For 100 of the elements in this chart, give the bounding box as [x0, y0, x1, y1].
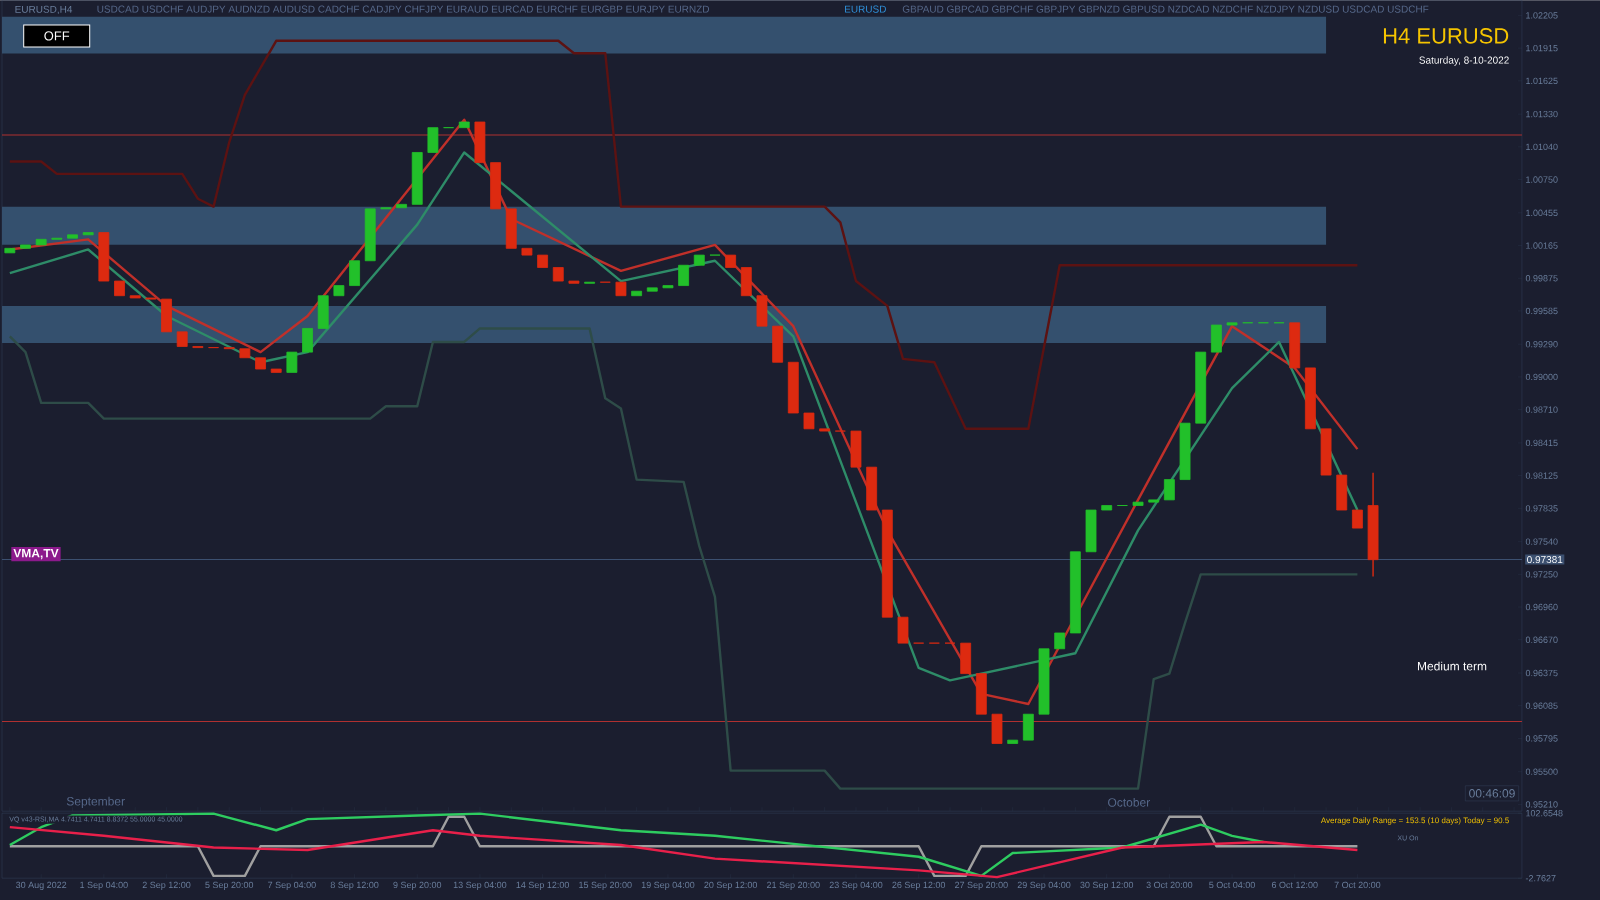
y-tick-label: 102.6548: [1526, 809, 1563, 817]
y-tick-label: 0.95795: [1525, 735, 1558, 742]
annotation: Average Daily Range = 153.5 (10 days) Today = 90.5: [1320, 817, 1509, 825]
y-tick-label: 0.96375: [1525, 669, 1558, 677]
candlestick: [975, 673, 987, 715]
y-tick-label: 1.00750: [1526, 176, 1558, 183]
candlestick: [411, 151, 423, 205]
candlestick: [1179, 422, 1191, 480]
candlestick: [490, 162, 501, 210]
candlestick: [1351, 509, 1363, 529]
candlestick: [286, 351, 298, 373]
x-tick-label: 8 Sep 12:00: [330, 881, 379, 890]
x-tick-label: 30 Sep 12:00: [1080, 881, 1134, 890]
y-tick-label: 0.95500: [1525, 768, 1558, 775]
y-tick-label: 0.99290: [1525, 340, 1558, 348]
x-tick-label: 21 Sep 20:00: [766, 881, 820, 890]
candlestick: [458, 121, 470, 128]
y-tick-label: 0.97540: [1525, 538, 1558, 545]
candlestick: [67, 234, 78, 239]
annotation: EURUSD,H4: [15, 5, 73, 14]
candlestick: [772, 325, 784, 363]
candlestick: [1289, 322, 1301, 369]
candlestick: [505, 208, 517, 249]
y-tick-label: 0.96670: [1525, 636, 1558, 643]
candlestick: [364, 208, 376, 262]
candlestick: [819, 428, 831, 432]
y-tick-label: 0.95210: [1525, 801, 1558, 808]
candlestick: [317, 295, 329, 329]
y-tick-label: 1.02205: [1526, 12, 1558, 19]
candlestick: [145, 297, 157, 300]
x-tick-label: 5 Oct 04:00: [1209, 881, 1255, 889]
candlestick: [380, 207, 392, 210]
y-tick-label: 1.00165: [1526, 242, 1558, 249]
y-tick-label: 1.01915: [1526, 44, 1558, 52]
candlestick: [82, 232, 94, 236]
candlestick: [396, 203, 407, 209]
x-tick-label: 29 Sep 04:00: [1017, 881, 1071, 890]
candlestick: [1069, 551, 1081, 634]
x-tick-label: 15 Sep 20:00: [579, 881, 632, 890]
candlestick: [881, 509, 893, 618]
candlestick: [615, 281, 627, 297]
y-tick-label: 0.99585: [1525, 307, 1558, 315]
candlestick: [1085, 509, 1097, 553]
candlestick: [740, 267, 752, 297]
candlestick: [1054, 632, 1066, 650]
candlestick: [552, 267, 564, 282]
candlestick: [866, 466, 878, 511]
candlestick: [302, 327, 313, 353]
y-tick-label: 0.99000: [1525, 373, 1558, 381]
x-tick-label: 19 Sep 04:00: [641, 881, 695, 890]
candlestick: [1304, 367, 1316, 430]
candlestick: [584, 281, 596, 284]
y-tick-label: 0.96960: [1525, 603, 1558, 611]
candlestick: [176, 331, 188, 347]
candlestick: [1007, 739, 1019, 744]
candlestick: [474, 121, 486, 163]
ref-line-label: 0.97381: [1527, 555, 1563, 563]
line-series: [8, 825, 1359, 879]
candlestick: [568, 280, 580, 284]
candlestick: [255, 357, 266, 370]
annotation: October: [1108, 797, 1150, 807]
x-tick-label: 6 Oct 12:00: [1271, 881, 1318, 889]
line-series: [8, 327, 1359, 790]
text: H4 EURUSD: [1383, 27, 1509, 44]
candlestick: [1132, 501, 1144, 506]
annotation: Medium term: [1417, 661, 1487, 671]
candlestick: [1226, 322, 1238, 326]
candlestick: [803, 412, 815, 430]
candlestick: [20, 244, 31, 249]
candlestick: [1163, 479, 1175, 501]
y-tick-label: 0.99875: [1525, 274, 1558, 282]
candlestick: [51, 237, 63, 240]
candlestick: [756, 295, 768, 327]
candlestick: [129, 295, 141, 299]
annotation: 00:46:09: [1469, 789, 1515, 798]
text: Saturday, 8-10-2022: [1419, 56, 1509, 66]
line-series: [8, 39, 1359, 430]
x-tick-label: 7 Oct 20:00: [1334, 881, 1381, 889]
candlestick: [787, 361, 799, 414]
x-tick-label: 30 Aug 2022: [16, 881, 67, 890]
candlestick: [1210, 324, 1222, 353]
candlestick: [1195, 351, 1207, 424]
annotation: VMA,TV: [13, 548, 59, 560]
candlestick: [223, 347, 235, 350]
candlestick: [35, 238, 47, 246]
y-tick-label: 0.97250: [1525, 571, 1558, 578]
annotation: USDCAD USDCHF AUDJPY AUDNZD AUDUSD CADCHF CADJPY CHFJPY EURAUD EURCAD EURCHF EURGBP EURJPY EURNZD: [97, 5, 710, 13]
candlestick: [537, 254, 549, 268]
y-tick-label: 1.00455: [1526, 209, 1558, 216]
candlestick: [349, 260, 360, 286]
y-tick-label: 1.01330: [1526, 110, 1558, 118]
y-tick-label: 0.96085: [1525, 702, 1558, 709]
candlestick: [270, 368, 282, 373]
candlestick: [1022, 713, 1034, 741]
candlestick: [427, 127, 439, 153]
annotation: September: [66, 796, 125, 808]
y-tick-label: 0.98415: [1525, 439, 1558, 447]
candlestick: [897, 616, 909, 644]
x-tick-label: 7 Sep 04:00: [268, 881, 316, 890]
candlestick: [725, 254, 737, 268]
